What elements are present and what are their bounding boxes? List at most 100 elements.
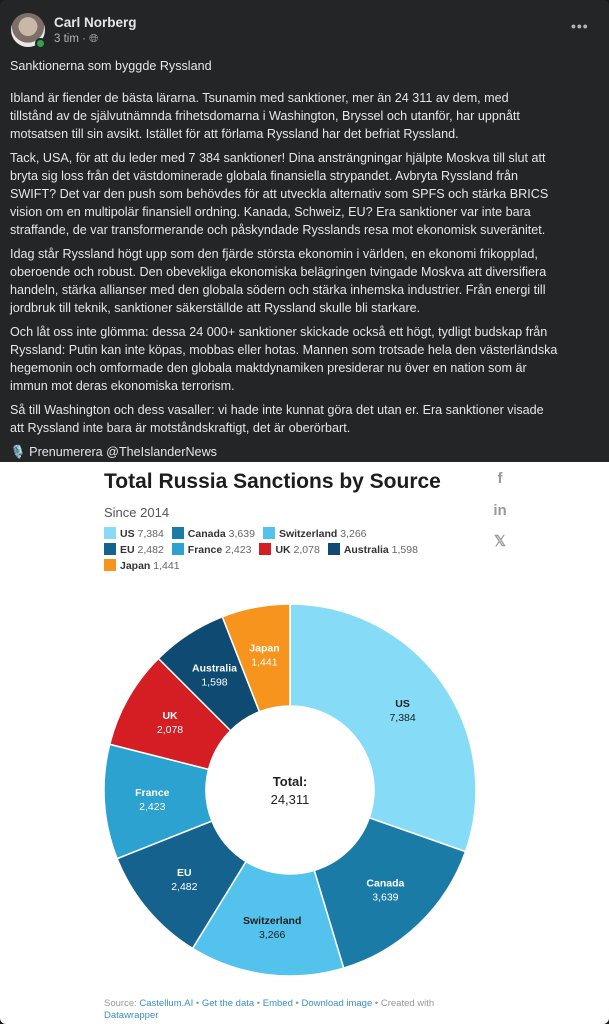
- created-with: Created with: [380, 998, 435, 1009]
- text-line: handeln, stärka allianser med den global…: [10, 283, 546, 297]
- center-label: Total:: [273, 774, 307, 789]
- separator: •: [292, 998, 302, 1009]
- text-line: vision om en multipolär finansiell ordni…: [10, 205, 531, 219]
- text-line: Ryssland: Putin kan inte köpas, mobbas e…: [10, 343, 558, 357]
- slice-value: 3,266: [259, 929, 285, 941]
- legend-label: Canada: [187, 528, 226, 540]
- x-icon[interactable]: 𝕏: [493, 533, 507, 550]
- legend-item: US 7,384: [104, 526, 164, 542]
- text-line: motsatsen till sin avsikt. Istället för …: [10, 127, 459, 141]
- legend-label: UK: [275, 544, 291, 556]
- text-line: straffande, de var transformerande och p…: [10, 223, 546, 237]
- globe-icon: 🌐︎: [89, 33, 99, 45]
- datawrapper-link[interactable]: Datawrapper: [104, 1010, 159, 1021]
- source-link[interactable]: Castellum.AI: [139, 998, 194, 1009]
- legend-item: EU 2,482: [104, 542, 164, 558]
- legend-value: 2,482: [137, 544, 164, 556]
- slice-label: France: [135, 787, 170, 799]
- post-time[interactable]: 3 tim: [54, 33, 79, 45]
- text-line: Och låt oss inte glömma: dessa 24 000+ s…: [10, 325, 548, 339]
- legend-value: 2,078: [293, 544, 320, 556]
- legend-item: Switzerland 3,266: [262, 526, 367, 542]
- slice-label: Japan: [249, 642, 279, 654]
- author-name[interactable]: Carl Norberg: [54, 15, 137, 30]
- text-line: hegemonin och omformade den globala makt…: [10, 361, 527, 375]
- separator: •: [193, 998, 202, 1009]
- slice-value: 2,482: [171, 881, 197, 893]
- legend-label: EU: [120, 544, 135, 556]
- more-options-button[interactable]: •••: [571, 18, 589, 34]
- get-data-link[interactable]: Get the data: [201, 998, 255, 1009]
- legend-value: 2,423: [225, 544, 252, 556]
- post-image[interactable]: Total Russia Sanctions by Source Since 2…: [0, 462, 609, 1024]
- legend-label: Japan: [120, 560, 151, 572]
- text-line: tillstånd av de självutnämnda frihetsdom…: [10, 109, 520, 123]
- paragraph: Och låt oss inte glömma: dessa 24 000+ s…: [10, 323, 557, 395]
- donut-chart: US 7,384 Canada 3,639 Switzerland 3,266 EU 2,48…: [103, 603, 477, 977]
- donut-slice-japan: [221, 603, 291, 713]
- legend-value: 3,266: [340, 528, 367, 540]
- slice-value: 2,078: [157, 724, 183, 736]
- legend-swatch: [104, 543, 116, 555]
- legend-value: 3,639: [228, 528, 255, 540]
- linkedin-icon[interactable]: in: [493, 502, 507, 519]
- text-line: att Ryssland inte bara är motståndskraft…: [10, 421, 351, 435]
- paragraph: 🎙️ Prenumerera @TheIslanderNews: [10, 443, 557, 461]
- slice-value: 1,441: [251, 656, 277, 668]
- online-status-icon: [35, 38, 46, 49]
- separator: •: [372, 998, 381, 1009]
- text-line: Tack, USA, för att du leder med 7 384 sa…: [10, 151, 546, 165]
- center-value: 24,311: [271, 792, 310, 807]
- legend-label: France: [187, 544, 223, 556]
- slice-label: Switzerland: [243, 915, 301, 927]
- slice-label: EU: [177, 867, 192, 879]
- slice-value: 2,423: [139, 801, 165, 813]
- legend-swatch: [262, 527, 275, 539]
- legend-label: Switzerland: [278, 528, 338, 540]
- legend-label: Australia: [343, 544, 389, 556]
- embed-link[interactable]: Embed: [262, 998, 293, 1009]
- legend-swatch: [171, 543, 184, 555]
- text-line: bryta sig loss från det västdominerade g…: [10, 169, 518, 183]
- paragraph: Tack, USA, för att du leder med 7 384 sa…: [10, 149, 557, 239]
- legend-item: Canada 3,639: [171, 526, 255, 542]
- slice-label: Canada: [366, 878, 404, 890]
- legend-swatch: [104, 527, 116, 539]
- chart-title: Total Russia Sanctions by Source: [104, 470, 441, 493]
- text-line: Sanktionerna som byggde Ryssland: [10, 59, 212, 73]
- paragraph: Ibland är fiender de bästa lärarna. Tsun…: [10, 89, 557, 143]
- text-line: jordbruk till teknik, sanktioner säkerst…: [10, 301, 421, 315]
- slice-value: 1,598: [201, 676, 227, 688]
- legend-label: US: [120, 528, 135, 540]
- text-line: Ibland är fiender de bästa lärarna. Tsun…: [10, 91, 509, 105]
- paragraph: Sanktionerna som byggde Ryssland: [10, 57, 557, 75]
- donut-slice-canada: [313, 816, 467, 970]
- legend-item: France 2,423: [171, 542, 252, 558]
- legend-swatch: [327, 543, 340, 555]
- text-line: oberoende och robust. Den obevekliga eko…: [10, 265, 547, 279]
- text-line[interactable]: 🎙️ Prenumerera @TheIslanderNews: [10, 445, 217, 459]
- slice-value: 7,384: [389, 712, 415, 724]
- separator: •: [254, 998, 263, 1009]
- legend-swatch: [171, 527, 184, 539]
- slice-value: 3,639: [372, 892, 398, 904]
- slice-label: Australia: [192, 662, 237, 674]
- legend-item: UK 2,078: [259, 542, 320, 558]
- legend-item: Australia 1,598: [327, 542, 418, 558]
- text-line: Idag står Ryssland högt upp som den fjär…: [10, 247, 538, 261]
- text-line: SWIFT? Det var den push som behövdes för…: [10, 187, 549, 201]
- source-prefix: Source:: [104, 998, 140, 1009]
- download-image-link[interactable]: Download image: [301, 998, 373, 1009]
- legend-swatch: [259, 543, 272, 555]
- text-line: Så till Washington och dess vasaller: vi…: [10, 403, 544, 417]
- paragraph: Idag står Ryssland högt upp som den fjär…: [10, 245, 557, 317]
- slice-label: UK: [162, 710, 178, 722]
- post-text: Sanktionerna som byggde Ryssland Ibland ä…: [10, 57, 557, 467]
- chart-source: Source: Castellum.AI • Get the data • Em…: [104, 998, 464, 1022]
- chart-subtitle: Since 2014: [104, 505, 170, 520]
- legend-value: 1,598: [391, 544, 418, 556]
- facebook-icon[interactable]: f: [497, 470, 503, 487]
- chart-legend: US 7,384 Canada 3,639 Switzerland 3,266 EU …: [104, 526, 464, 574]
- slice-label: US: [395, 698, 410, 710]
